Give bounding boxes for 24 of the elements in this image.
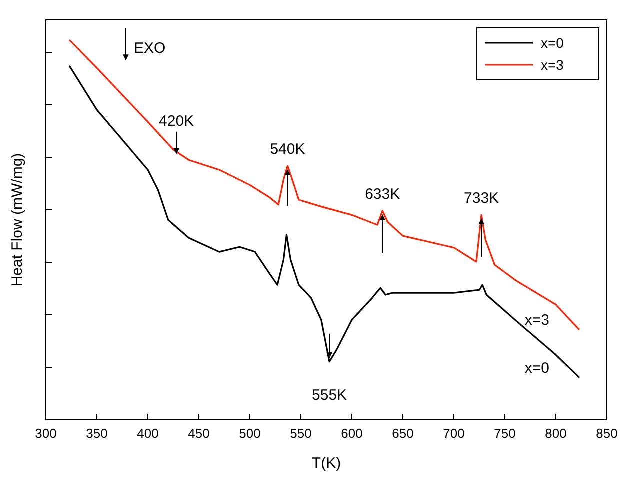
annotation: 555K xyxy=(312,386,348,404)
x-tick-label: 500 xyxy=(239,426,261,441)
x-tick-label: 550 xyxy=(290,426,312,441)
annotation: EXO xyxy=(134,40,166,57)
x-tick-label: 300 xyxy=(35,426,57,441)
legend-label: x=3 xyxy=(541,57,564,73)
text: x=0 xyxy=(524,360,550,377)
x-tick-label: 800 xyxy=(545,426,567,441)
x-tick-label: 650 xyxy=(392,426,414,441)
x-tick-label: 850 xyxy=(596,426,618,441)
x-axis-title: T(K) xyxy=(312,455,342,472)
x-tick-label: 600 xyxy=(341,426,363,441)
annotation: 420K xyxy=(159,112,194,130)
x-tick-label: 400 xyxy=(137,426,159,441)
x-tick-label: 350 xyxy=(86,426,108,441)
annotation: 540K xyxy=(270,141,306,158)
annotation: 733K xyxy=(464,190,500,208)
annotation: 633K xyxy=(365,186,400,203)
text: x=3 xyxy=(524,312,550,329)
legend-label: x=0 xyxy=(541,35,564,51)
x-tick-label: 450 xyxy=(188,426,210,441)
y-axis-title: Heat Flow (mW/mg) xyxy=(9,153,26,287)
x-tick-label: 700 xyxy=(443,426,465,441)
x-tick-label: 750 xyxy=(494,426,516,441)
